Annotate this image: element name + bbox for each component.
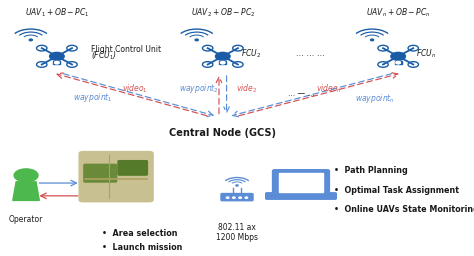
Polygon shape (13, 182, 39, 200)
Text: •  Area selection: • Area selection (102, 229, 177, 238)
Circle shape (391, 52, 405, 60)
Text: $UAV_1 + OB - PC_1$: $UAV_1 + OB - PC_1$ (25, 6, 89, 19)
Text: $FCU_n$: $FCU_n$ (416, 48, 437, 60)
Circle shape (14, 169, 38, 182)
Text: 802.11 ax
1200 Mbps: 802.11 ax 1200 Mbps (216, 223, 258, 242)
FancyBboxPatch shape (79, 152, 153, 202)
Text: Operator: Operator (9, 215, 43, 224)
Text: $video_n$: $video_n$ (317, 82, 342, 94)
Circle shape (220, 61, 225, 64)
Text: $UAV_2 + OB - PC_2$: $UAV_2 + OB - PC_2$ (191, 6, 255, 19)
Bar (54, 61, 60, 64)
Bar (219, 61, 226, 64)
FancyBboxPatch shape (279, 173, 323, 191)
FancyBboxPatch shape (265, 193, 336, 199)
Text: Central Node (GCS): Central Node (GCS) (169, 128, 276, 138)
Bar (395, 61, 401, 64)
Circle shape (233, 197, 235, 198)
Circle shape (227, 197, 229, 198)
Circle shape (195, 39, 198, 41)
Text: ... — ...: ... — ... (288, 89, 314, 98)
Text: $waypoint_2$: $waypoint_2$ (179, 82, 219, 95)
Text: $UAV_n + OB - PC_n$: $UAV_n + OB - PC_n$ (366, 6, 430, 19)
Text: •  Launch mission: • Launch mission (102, 243, 182, 252)
Circle shape (50, 52, 64, 60)
Text: ($FCU_1$): ($FCU_1$) (91, 49, 117, 61)
FancyBboxPatch shape (273, 170, 329, 195)
Text: ... ... ...: ... ... ... (296, 49, 325, 58)
FancyBboxPatch shape (221, 194, 253, 201)
Circle shape (216, 52, 230, 60)
Text: •  Path Planning: • Path Planning (334, 166, 408, 175)
FancyBboxPatch shape (118, 161, 147, 175)
Text: •  Optimal Task Assignment: • Optimal Task Assignment (334, 186, 459, 195)
Circle shape (396, 61, 401, 64)
Circle shape (29, 39, 32, 41)
Text: $video_1$: $video_1$ (122, 82, 148, 94)
Text: •  Online UAVs State Monitoring: • Online UAVs State Monitoring (334, 205, 474, 214)
FancyBboxPatch shape (84, 164, 117, 182)
Text: Flight Control Unit: Flight Control Unit (91, 45, 161, 55)
Text: $waypoint_n$: $waypoint_n$ (355, 92, 394, 105)
Circle shape (239, 197, 241, 198)
Text: $waypoint_1$: $waypoint_1$ (73, 91, 112, 104)
Circle shape (245, 197, 247, 198)
Circle shape (55, 61, 59, 64)
Circle shape (236, 185, 238, 186)
Text: $vide_2$: $vide_2$ (236, 82, 257, 94)
Circle shape (371, 39, 374, 41)
Text: $FCU_2$: $FCU_2$ (241, 48, 261, 60)
